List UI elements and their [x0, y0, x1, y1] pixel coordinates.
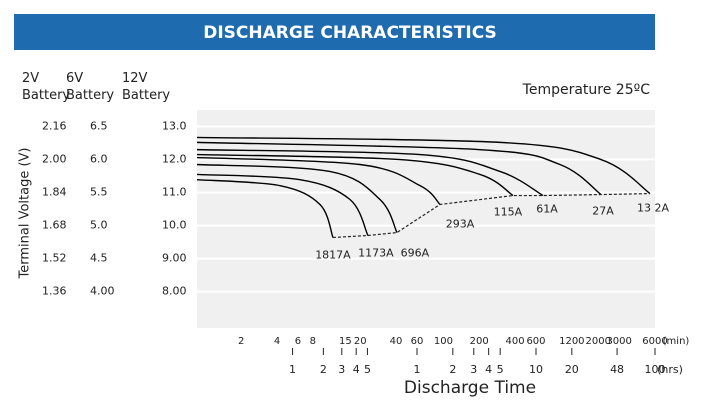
x2-tick-label: 3 [470, 363, 477, 376]
x-tick-label: 20 [354, 336, 367, 347]
y-tick-label-6v: 6.5 [90, 120, 108, 133]
curve-label: 13 2A [637, 202, 669, 215]
x-tick-label: 6 [295, 336, 301, 347]
x2-tick-label: 1 [413, 363, 420, 376]
chart-title: DISCHARGE CHARACTERISTICS [203, 23, 497, 43]
x-tick-label: 60 [411, 336, 424, 347]
y-tick-label-2v: 1.68 [42, 219, 67, 232]
y-tick-label-6v: 4.00 [90, 285, 115, 298]
x-tick-label: 2 [238, 336, 244, 347]
x-unit: (min) [663, 336, 690, 347]
y-axis-label: Terminal Voltage (V) [18, 147, 33, 279]
discharge-curve [196, 141, 602, 196]
x2-tick-label: 100 [645, 363, 666, 376]
curve-label: 293A [446, 217, 475, 230]
column-header: 2V Battery [22, 71, 70, 103]
column-header: 6V Battery [66, 71, 114, 103]
x2-tick-label: 10 [529, 363, 543, 376]
y-tick-label: 11.0 [162, 186, 187, 199]
discharge-curve [196, 148, 544, 197]
x2-tick-label: 20 [565, 363, 579, 376]
x2-tick-label: 2 [449, 363, 456, 376]
y-tick-label-6v: 6.0 [90, 153, 108, 166]
plot-area [197, 110, 655, 328]
x-tick-label: 3000 [606, 336, 631, 347]
curve-label: 1173A [358, 247, 394, 260]
discharge-curve [196, 163, 398, 233]
y-tick-label-2v: 1.52 [42, 252, 67, 265]
x2-tick-label: 1 [289, 363, 296, 376]
x-tick-label: 4 [274, 336, 280, 347]
curve-label: 61A [536, 203, 558, 216]
x-tick-label: 40 [390, 336, 403, 347]
x2-tick-label: 3 [338, 363, 345, 376]
curve-label: 1817A [315, 248, 351, 261]
y-tick-label-2v: 1.36 [42, 285, 67, 298]
x2-unit: (hrs) [657, 363, 683, 376]
x2-tick-label: 2 [320, 363, 327, 376]
y-tick-label: 8.00 [162, 285, 187, 298]
discharge-curve [196, 173, 369, 236]
x-tick-label: 600 [526, 336, 545, 347]
discharge-curve [196, 156, 441, 205]
y-tick-label: 13.0 [162, 120, 187, 133]
x-tick-label: 6000 [642, 336, 667, 347]
y-tick-label: 12.0 [162, 153, 187, 166]
y-tick-label-6v: 5.0 [90, 219, 108, 232]
curve-label: 27A [592, 205, 614, 218]
x-tick-label: 15 [339, 336, 352, 347]
y-tick-label-6v: 4.5 [90, 252, 108, 265]
x2-tick-label: 4 [485, 363, 492, 376]
end-voltage-line [332, 192, 651, 239]
y-tick-label-2v: 2.00 [42, 153, 67, 166]
discharge-curve [196, 153, 514, 197]
y-tick-label-6v: 5.5 [90, 186, 108, 199]
x-tick-label: 100 [434, 336, 453, 347]
x-tick-label: 200 [470, 336, 489, 347]
x2-tick-label: 5 [497, 363, 504, 376]
annotation: Temperature 25ºC [522, 82, 651, 98]
y-tick-label: 10.0 [162, 219, 187, 232]
x-tick-label: 8 [310, 336, 316, 347]
column-header: 12V Battery [122, 71, 170, 103]
curve-label: 115A [494, 206, 523, 219]
x-tick-label: 400 [505, 336, 524, 347]
x-axis-label: Discharge Time [404, 378, 536, 398]
y-tick-label: 9.00 [162, 252, 187, 265]
curve-label: 696A [401, 247, 430, 260]
title-banner [14, 14, 655, 50]
x2-tick-label: 5 [364, 363, 371, 376]
x2-tick-label: 4 [353, 363, 360, 376]
discharge-curve [196, 136, 651, 195]
y-tick-label-2v: 1.84 [42, 186, 67, 199]
x-tick-label: 2000 [585, 336, 610, 347]
y-tick-label-2v: 2.16 [42, 120, 67, 133]
discharge-curve [196, 178, 334, 238]
x2-tick-label: 48 [610, 363, 624, 376]
x-tick-label: 1200 [559, 336, 584, 347]
